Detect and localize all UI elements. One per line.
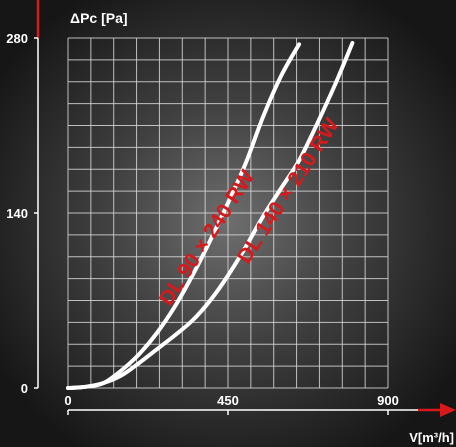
series-line-2 bbox=[66, 41, 355, 390]
x-axis-arrow-head bbox=[440, 403, 456, 417]
x-tick-label: 450 bbox=[217, 393, 239, 408]
tick-labels: 0 140 280 0 450 900 bbox=[6, 31, 399, 415]
series-lines bbox=[66, 41, 355, 390]
y-tick-label: 0 bbox=[21, 381, 28, 396]
y-tick-label: 140 bbox=[6, 206, 28, 221]
x-tick-label: 0 bbox=[64, 393, 71, 408]
grid bbox=[67, 37, 389, 389]
y-tick-label: 280 bbox=[6, 31, 28, 46]
x-axis-label: V[m³/h] bbox=[409, 430, 454, 445]
y-axis-label: ΔPc [Pa] bbox=[70, 10, 128, 26]
x-tick-label: 900 bbox=[377, 393, 399, 408]
